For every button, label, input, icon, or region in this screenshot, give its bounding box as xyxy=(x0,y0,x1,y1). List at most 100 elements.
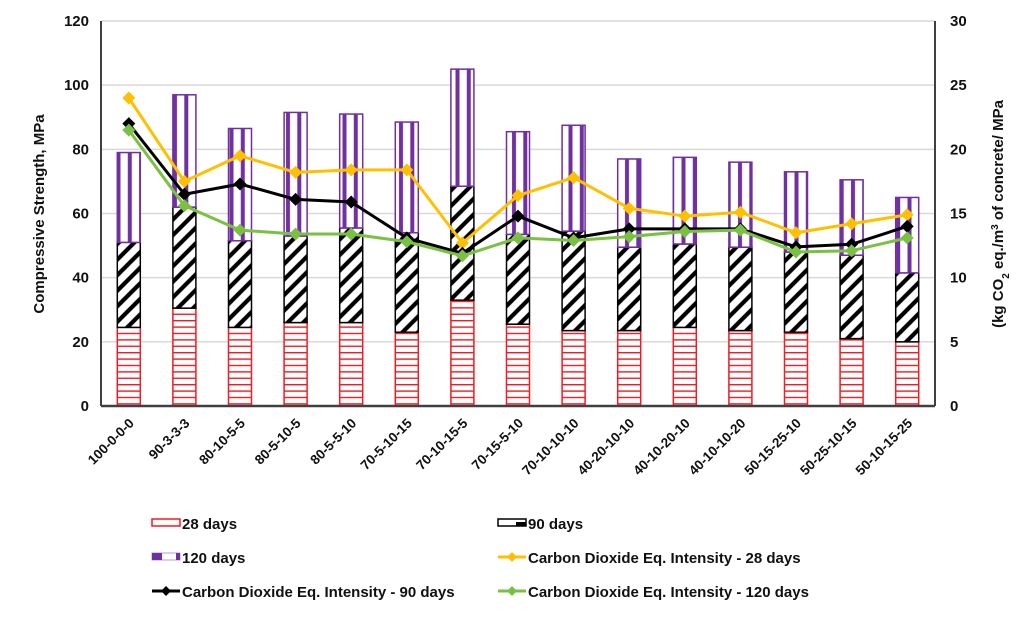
data-point-marker xyxy=(233,177,247,191)
category-label: 40-20-10-10 xyxy=(575,416,638,479)
bar-segment-90-days xyxy=(894,272,920,343)
bar-fill xyxy=(617,247,641,331)
bar-fill xyxy=(673,157,697,244)
category-label: 80-10-5-5 xyxy=(196,415,248,467)
bar-segment-90-days xyxy=(783,251,809,333)
bar-fill xyxy=(784,332,808,406)
bar-outline xyxy=(561,124,586,232)
bar-fill xyxy=(562,330,586,406)
data-point-marker xyxy=(289,192,303,206)
bar-segment-90-days xyxy=(616,246,642,332)
data-point-marker xyxy=(177,187,191,201)
bar-segment-90-days xyxy=(505,233,531,325)
bar-segment-28-days xyxy=(728,329,753,407)
bar-segment-90-days xyxy=(283,235,308,324)
bar-fill xyxy=(284,322,308,406)
y-tick-label: 100 xyxy=(64,77,89,94)
bar-segment-28-days xyxy=(894,341,920,407)
legend-item: 120 days xyxy=(151,550,245,567)
bar-segment-28-days xyxy=(672,326,698,407)
bar-segment-120-days xyxy=(450,68,475,187)
bar-fill xyxy=(673,243,697,328)
data-point-marker xyxy=(289,227,303,241)
data-point-marker xyxy=(400,235,414,249)
bar-fill xyxy=(117,327,141,406)
legend-label: 120 days xyxy=(182,550,245,567)
bar-segment-90-days xyxy=(338,227,364,324)
bar-segment-28-days xyxy=(561,329,586,407)
bar-segment-28-days xyxy=(172,307,197,407)
bar-fill xyxy=(895,272,919,342)
legend-item: 90 days xyxy=(497,516,583,533)
bar-segment-90-days xyxy=(116,241,142,329)
bar-fill xyxy=(284,235,308,323)
bar-outline xyxy=(728,161,753,248)
y2-title-part: 2 xyxy=(1001,273,1012,279)
bar-fill xyxy=(673,327,697,406)
category-label: 50-10-15-25 xyxy=(853,415,916,478)
data-point-marker xyxy=(344,227,358,241)
bar-fill xyxy=(339,227,363,323)
data-point-marker xyxy=(233,223,247,237)
bar-segment-28-days xyxy=(783,331,809,407)
bar-fill xyxy=(228,327,252,406)
bar-segment-120-days xyxy=(672,156,698,245)
bar-segment-90-days xyxy=(227,240,253,329)
data-point-marker xyxy=(622,222,636,236)
data-point-marker xyxy=(622,230,636,244)
bar-fill xyxy=(617,330,641,406)
bar-segment-120-days xyxy=(116,151,142,244)
bar-fill xyxy=(895,341,919,406)
legend-label: Carbon Dioxide Eq. Intensity - 28 days xyxy=(528,550,801,567)
data-point-marker xyxy=(122,91,136,105)
y-tick-label: 60 xyxy=(72,206,89,223)
data-point-marker xyxy=(177,174,191,188)
data-point-marker xyxy=(122,123,136,137)
bar-fill xyxy=(506,324,530,406)
data-point-marker xyxy=(733,205,747,219)
legend-label: 28 days xyxy=(182,516,237,533)
legend-label: 90 days xyxy=(528,516,583,533)
bar-fill xyxy=(339,322,363,406)
bar-fill xyxy=(840,255,864,339)
y2-tick-label: 30 xyxy=(950,13,967,30)
y2-tick-label: 0 xyxy=(950,398,958,415)
bar-fill xyxy=(172,207,196,309)
axes xyxy=(100,21,936,408)
category-label: 70-10-15-5 xyxy=(413,415,471,473)
category-label: 70-15-5-10 xyxy=(469,416,526,473)
legend-marker xyxy=(161,586,171,596)
data-point-marker xyxy=(845,244,859,258)
data-point-marker xyxy=(900,219,914,233)
bar-segment-90-days xyxy=(728,246,753,332)
legend-label: Carbon Dioxide Eq. Intensity - 90 days xyxy=(182,584,455,601)
bar-segment-90-days xyxy=(839,254,864,340)
legend-item: Carbon Dioxide Eq. Intensity - 120 days xyxy=(498,584,809,601)
category-label: 50-25-10-15 xyxy=(797,415,860,478)
bar-segment-28-days xyxy=(338,321,364,407)
line-series-1 xyxy=(122,117,914,260)
bar-fill xyxy=(728,247,752,331)
legend-swatch-detail xyxy=(176,553,180,560)
data-point-marker xyxy=(789,226,803,240)
y-tick-label: 0 xyxy=(81,398,89,415)
legend-swatch-28-days xyxy=(151,518,181,527)
bar-outline xyxy=(894,196,920,274)
bar-segment-120-days xyxy=(394,121,420,234)
category-label: 40-10-10-20 xyxy=(686,416,749,479)
y2-tick-label: 10 xyxy=(950,270,967,287)
right-axis-ticks: 0 5 10 15 20 25 30 xyxy=(950,13,967,415)
bar-segment-28-days xyxy=(227,326,253,407)
data-point-marker xyxy=(289,165,303,179)
data-point-marker xyxy=(567,233,581,247)
bar-segment-28-days xyxy=(394,331,420,407)
lines xyxy=(122,91,914,263)
data-point-marker xyxy=(455,236,469,250)
bar-fill xyxy=(117,152,141,243)
y-tick-label: 80 xyxy=(72,141,89,158)
bar-outline xyxy=(116,151,142,244)
legend-item: Carbon Dioxide Eq. Intensity - 28 days xyxy=(498,550,801,567)
category-labels: 100-0-0-0 90-3-3-3 80-10-5-5 80-5-10-5 80-5-… xyxy=(85,415,916,478)
bar-segment-28-days xyxy=(839,337,864,407)
legend-marker xyxy=(507,586,517,596)
